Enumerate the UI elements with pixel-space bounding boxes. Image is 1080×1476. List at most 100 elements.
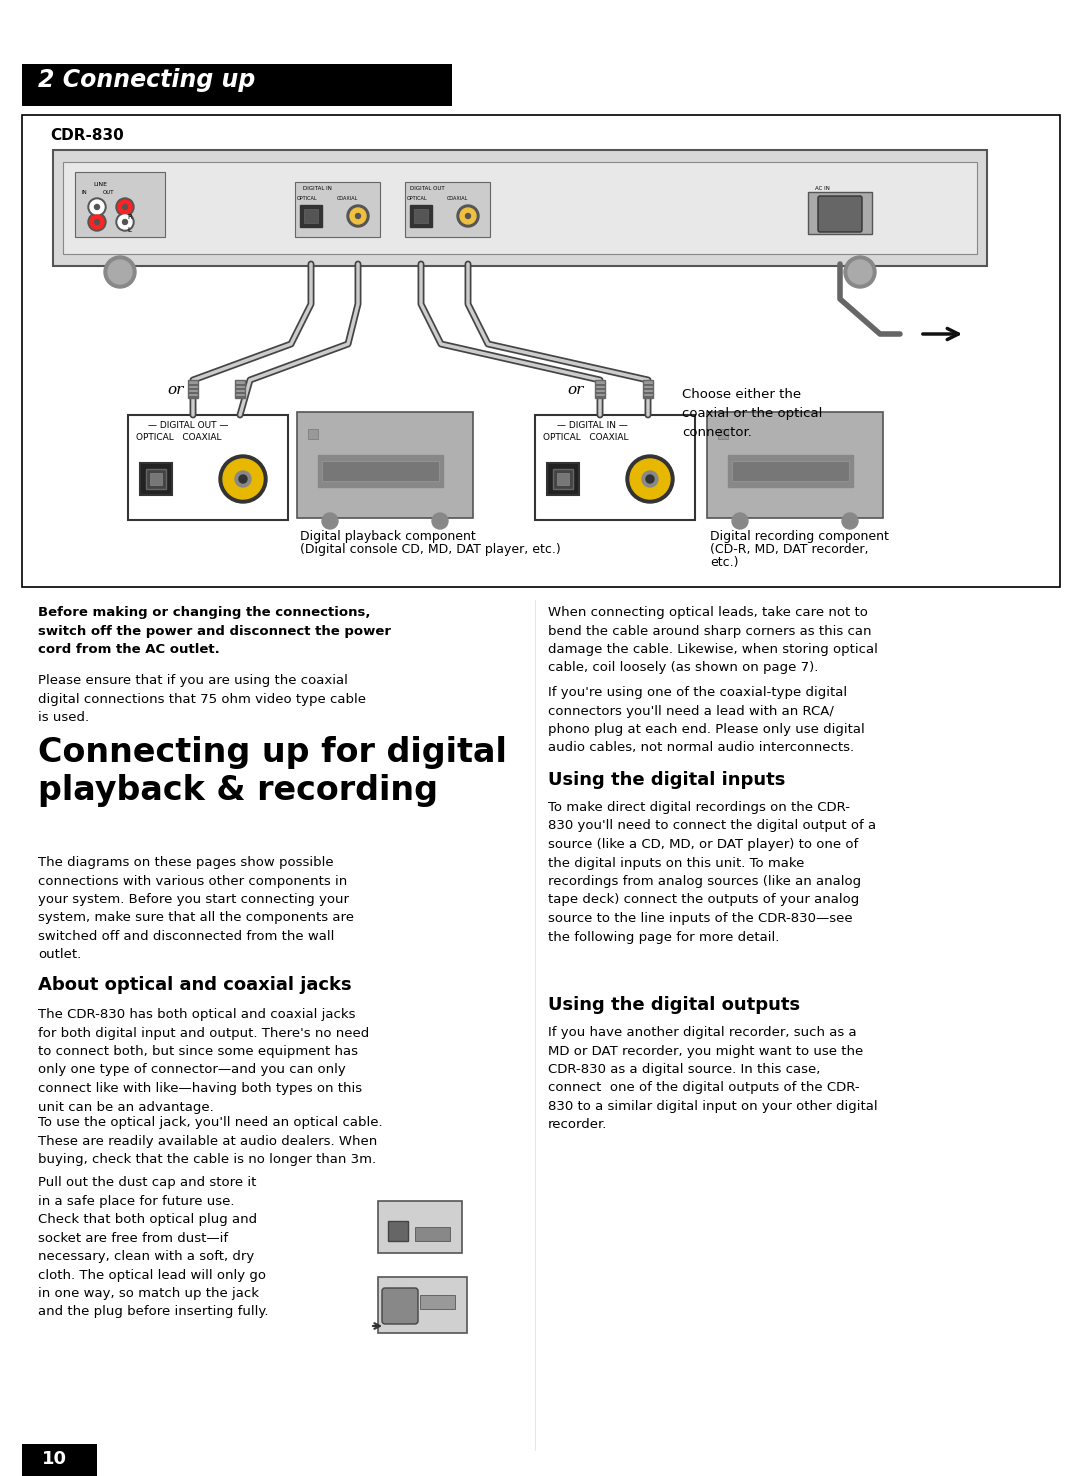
Text: OPTICAL   COAXIAL: OPTICAL COAXIAL	[136, 432, 221, 441]
Bar	[557, 472, 569, 486]
FancyBboxPatch shape	[378, 1201, 462, 1253]
FancyBboxPatch shape	[297, 412, 473, 518]
Circle shape	[122, 220, 127, 224]
Bar	[643, 388, 653, 390]
Circle shape	[95, 205, 99, 210]
Text: Pull out the dust cap and store it
in a safe place for future use.
Check that bo: Pull out the dust cap and store it in a …	[38, 1176, 269, 1318]
Bar	[308, 430, 318, 438]
Circle shape	[460, 208, 476, 224]
Text: OPTICAL: OPTICAL	[407, 196, 428, 202]
Text: If you're using one of the coaxial-type digital
connectors you'll need a lead wi: If you're using one of the coaxial-type …	[548, 686, 865, 754]
Circle shape	[355, 214, 361, 218]
Circle shape	[116, 198, 134, 215]
FancyBboxPatch shape	[63, 162, 977, 254]
Circle shape	[848, 260, 872, 283]
Text: OPTICAL: OPTICAL	[297, 196, 318, 202]
Text: The CDR-830 has both optical and coaxial jacks
for both digital input and output: The CDR-830 has both optical and coaxial…	[38, 1008, 369, 1113]
FancyBboxPatch shape	[75, 173, 165, 238]
Bar	[595, 396, 605, 399]
Circle shape	[350, 208, 366, 224]
Circle shape	[118, 201, 132, 214]
Bar	[595, 393, 605, 394]
Bar	[235, 388, 245, 390]
Bar	[188, 393, 198, 394]
FancyBboxPatch shape	[129, 415, 288, 520]
Circle shape	[104, 255, 136, 288]
Circle shape	[642, 471, 658, 487]
Bar	[595, 388, 605, 390]
Bar	[414, 210, 428, 223]
Circle shape	[732, 514, 748, 528]
Text: L: L	[127, 227, 131, 233]
Bar	[235, 384, 245, 387]
Circle shape	[465, 214, 471, 218]
Text: Choose either the
coaxial or the optical
connector.: Choose either the coaxial or the optical…	[681, 388, 822, 438]
Circle shape	[432, 514, 448, 528]
Text: OUT: OUT	[103, 189, 114, 195]
Text: The diagrams on these pages show possible
connections with various other compone: The diagrams on these pages show possibl…	[38, 856, 354, 961]
Bar	[595, 384, 605, 387]
Text: (CD-R, MD, DAT recorder,: (CD-R, MD, DAT recorder,	[710, 543, 868, 556]
Circle shape	[116, 213, 134, 232]
FancyBboxPatch shape	[707, 412, 883, 518]
Text: LINE: LINE	[93, 182, 107, 186]
Bar	[188, 396, 198, 399]
Text: Using the digital inputs: Using the digital inputs	[548, 770, 785, 790]
Bar	[643, 379, 653, 399]
Bar	[235, 393, 245, 394]
Text: To make direct digital recordings on the CDR-
830 you'll need to connect the dig: To make direct digital recordings on the…	[548, 801, 876, 943]
FancyBboxPatch shape	[405, 182, 490, 238]
Circle shape	[95, 220, 99, 224]
FancyBboxPatch shape	[22, 1444, 97, 1476]
Circle shape	[239, 475, 247, 483]
Bar	[322, 461, 438, 481]
Text: R: R	[127, 214, 132, 220]
Circle shape	[87, 213, 106, 232]
Circle shape	[843, 255, 876, 288]
Bar	[388, 1221, 408, 1241]
Text: To use the optical jack, you'll need an optical cable.
These are readily availab: To use the optical jack, you'll need an …	[38, 1116, 382, 1166]
Circle shape	[630, 459, 670, 499]
FancyBboxPatch shape	[295, 182, 380, 238]
FancyBboxPatch shape	[22, 63, 453, 106]
Circle shape	[222, 459, 264, 499]
FancyBboxPatch shape	[535, 415, 696, 520]
Circle shape	[646, 475, 654, 483]
Bar	[235, 396, 245, 399]
Circle shape	[235, 471, 251, 487]
Circle shape	[118, 215, 132, 229]
Bar	[140, 463, 172, 494]
Bar	[318, 455, 443, 487]
Bar	[643, 384, 653, 387]
Text: etc.): etc.)	[710, 556, 739, 570]
Circle shape	[122, 205, 127, 210]
Text: COAXIAL: COAXIAL	[447, 196, 469, 202]
Bar	[235, 379, 245, 399]
Text: Digital playback component: Digital playback component	[300, 530, 476, 543]
Text: — DIGITAL OUT —: — DIGITAL OUT —	[148, 421, 228, 430]
Circle shape	[219, 455, 267, 503]
Bar	[300, 205, 322, 227]
Bar	[146, 469, 166, 489]
Bar	[150, 472, 162, 486]
Circle shape	[90, 215, 104, 229]
Text: 2 Connecting up: 2 Connecting up	[38, 68, 255, 92]
Circle shape	[322, 514, 338, 528]
Circle shape	[626, 455, 674, 503]
Text: — DIGITAL IN —: — DIGITAL IN —	[557, 421, 627, 430]
FancyBboxPatch shape	[53, 151, 987, 266]
Text: Digital recording component: Digital recording component	[710, 530, 889, 543]
Circle shape	[108, 260, 132, 283]
Circle shape	[90, 201, 104, 214]
Bar	[643, 393, 653, 394]
Bar	[188, 388, 198, 390]
Bar	[546, 463, 579, 494]
Text: Connecting up for digital
playback & recording: Connecting up for digital playback & rec…	[38, 737, 507, 807]
Text: OPTICAL   COAXIAL: OPTICAL COAXIAL	[543, 432, 629, 441]
Bar	[188, 384, 198, 387]
Text: CDR-830: CDR-830	[50, 127, 124, 143]
Text: When connecting optical leads, take care not to
bend the cable around sharp corn: When connecting optical leads, take care…	[548, 607, 878, 675]
FancyBboxPatch shape	[808, 192, 872, 235]
Text: or: or	[167, 382, 184, 397]
Circle shape	[457, 205, 480, 227]
